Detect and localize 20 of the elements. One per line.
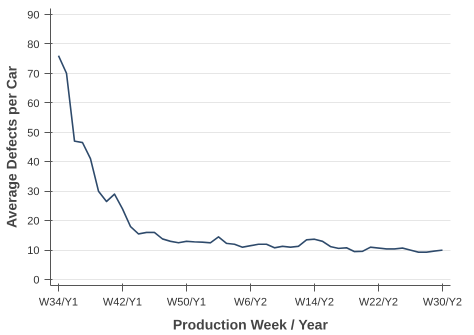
y-tick-label: 60 bbox=[27, 98, 40, 110]
y-tick-label: 90 bbox=[27, 9, 40, 22]
y-tick-label: 30 bbox=[27, 186, 40, 198]
x-tick-label: W42/Y1 bbox=[102, 296, 142, 308]
x-tick-label: W22/Y2 bbox=[358, 296, 398, 308]
line-series bbox=[58, 54, 444, 253]
y-tick-label: 80 bbox=[27, 38, 40, 51]
x-axis-title: Production Week / Year bbox=[172, 316, 328, 332]
y-axis-title: Average Defects per Car bbox=[3, 65, 20, 228]
y-tick-label: 70 bbox=[27, 68, 40, 80]
y-tick-label: 40 bbox=[27, 156, 40, 169]
x-tick-label: W50/Y1 bbox=[166, 296, 206, 308]
y-tick-label: 50 bbox=[27, 127, 40, 140]
y-tick-label: 20 bbox=[27, 216, 40, 228]
x-tick-label: W14/Y2 bbox=[294, 296, 334, 308]
x-tick-label: W34/Y1 bbox=[38, 296, 78, 308]
x-tick-label: W30/Y2 bbox=[422, 296, 462, 308]
y-tick-label: 0 bbox=[33, 274, 40, 287]
x-tick-label: W6/Y2 bbox=[234, 296, 268, 308]
y-tick-label: 10 bbox=[27, 245, 40, 258]
